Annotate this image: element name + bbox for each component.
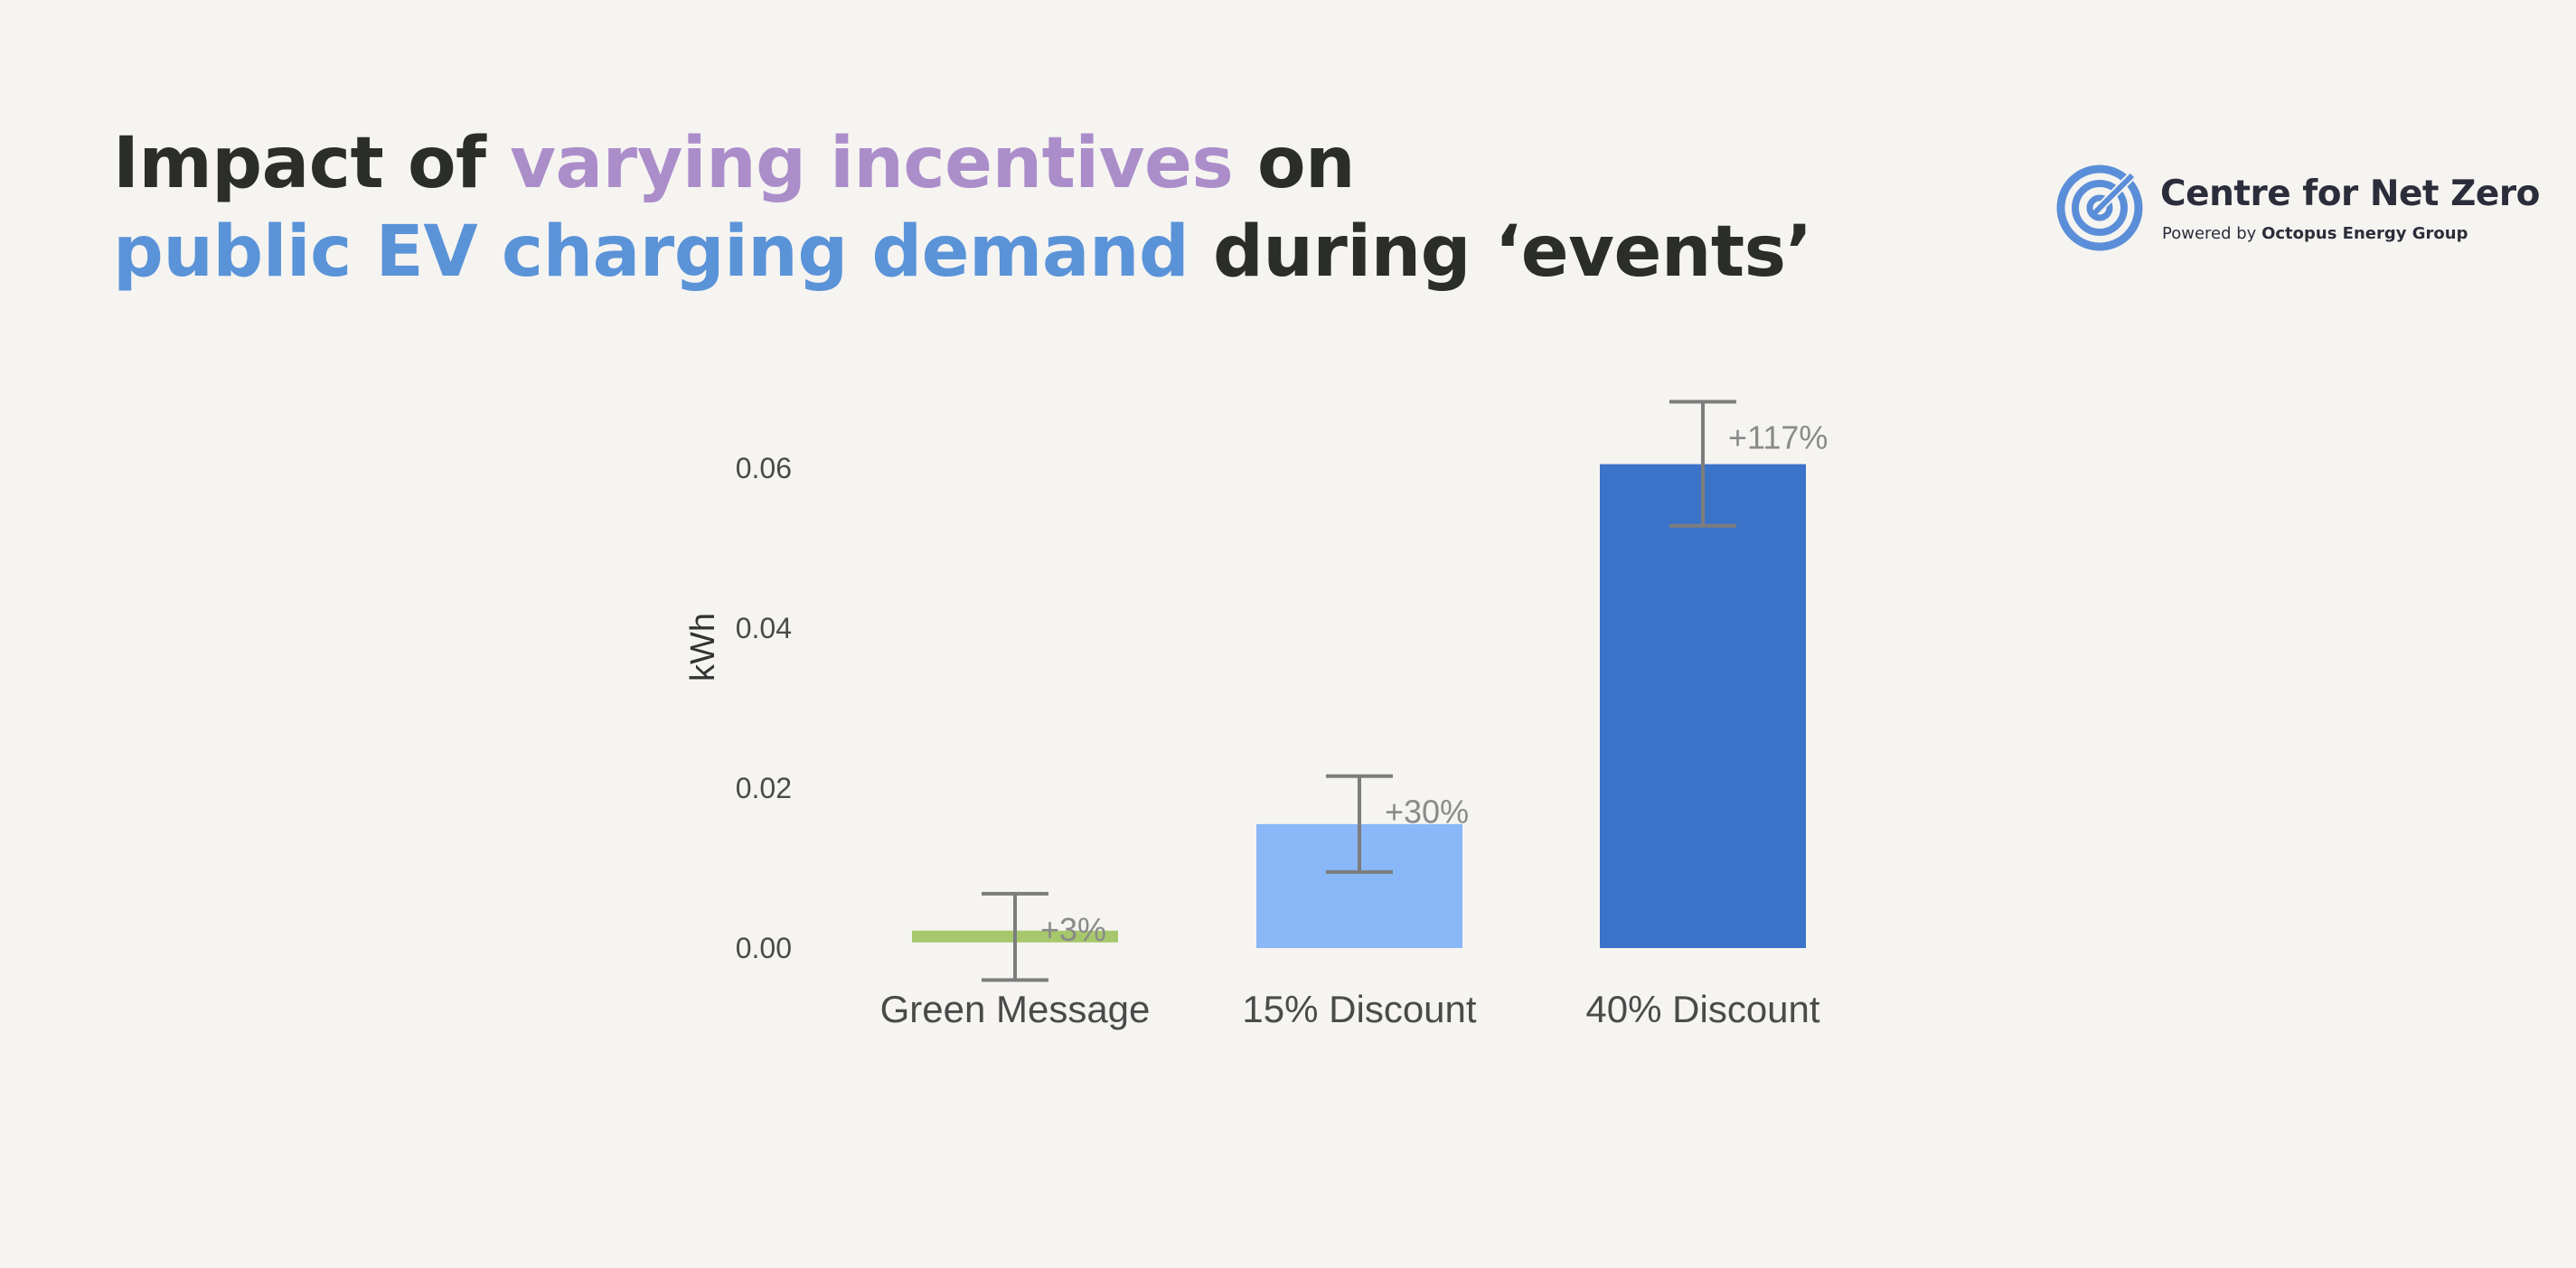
target-icon	[2056, 164, 2143, 251]
logo-subtitle: Powered by Octopus Energy Group	[2162, 224, 2468, 243]
logo-sub-company: Octopus Energy Group	[2261, 224, 2468, 243]
title-line-2: public EV charging demand during ‘events…	[113, 208, 1812, 296]
title-text: Impact of	[113, 123, 511, 204]
y-tick-label: 0.04	[736, 612, 792, 644]
x-tick-label: 40% Discount	[1585, 988, 1819, 1030]
logo-name: Centre for Net Zero	[2160, 174, 2540, 214]
title-highlight-incentives: varying incentives	[510, 123, 1234, 204]
y-tick-label: 0.02	[736, 772, 792, 804]
centre-for-net-zero-logo: Centre for Net Zero Powered by Octopus E…	[2056, 163, 2540, 262]
bar-2	[1600, 464, 1806, 948]
title-line-1: Impact of varying incentives on	[113, 119, 1812, 208]
chart-title: Impact of varying incentives on public E…	[113, 119, 1812, 296]
title-highlight-ev-demand: public EV charging demand	[113, 211, 1189, 293]
y-axis-label: kWh	[684, 613, 722, 681]
data-label: +117%	[1728, 419, 1828, 456]
x-tick-label: 15% Discount	[1242, 988, 1476, 1030]
title-text: during ‘events’	[1189, 211, 1812, 293]
logo-sub-prefix: Powered by	[2162, 224, 2262, 243]
data-label: +3%	[1040, 911, 1106, 948]
x-tick-label: Green Message	[880, 988, 1151, 1030]
title-text: on	[1233, 123, 1356, 204]
y-tick-label: 0.06	[736, 452, 792, 484]
data-label: +30%	[1385, 794, 1469, 831]
y-tick-label: 0.00	[736, 932, 792, 964]
